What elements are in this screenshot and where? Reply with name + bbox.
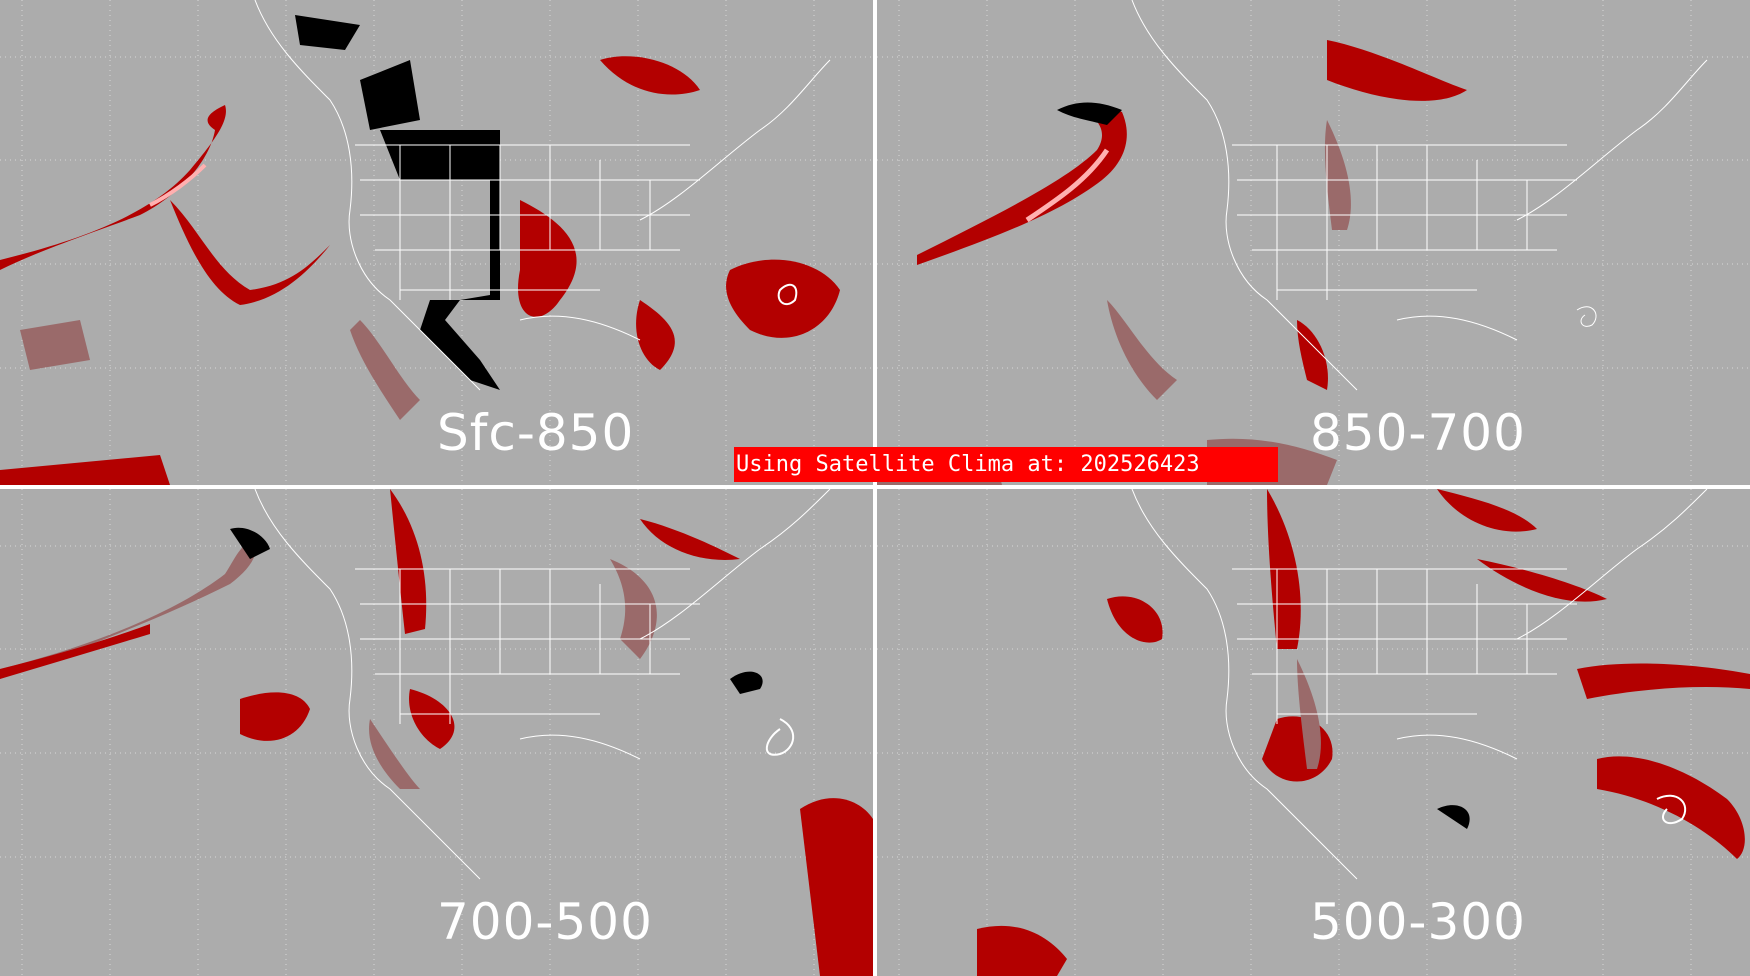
layer-label: 700-500 bbox=[437, 893, 653, 951]
satellite-clima-banner: Using Satellite Clima at: 202526423 bbox=[734, 447, 1278, 482]
lat-lon-grid bbox=[877, 489, 1750, 976]
coastlines-and-borders bbox=[1131, 489, 1708, 880]
coastlines-and-borders bbox=[1131, 0, 1708, 391]
coastlines-and-borders bbox=[254, 0, 831, 391]
panel-850-700: 850-700 bbox=[877, 0, 1750, 485]
moisture-field bbox=[0, 489, 873, 976]
layer-label: Sfc-850 bbox=[437, 404, 635, 462]
panel-700-500: 700-500 bbox=[0, 489, 873, 976]
panel-sfc-850: Sfc-850 bbox=[0, 0, 873, 485]
map-sfc-850 bbox=[0, 0, 873, 485]
layer-label: 500-300 bbox=[1310, 893, 1526, 951]
coastlines-and-borders bbox=[254, 489, 831, 880]
panel-500-300: 500-300 bbox=[877, 489, 1750, 976]
moisture-field bbox=[977, 489, 1750, 976]
layer-label: 850-700 bbox=[1310, 404, 1526, 462]
map-700-500 bbox=[0, 489, 873, 976]
map-500-300 bbox=[877, 489, 1750, 976]
moisture-field bbox=[0, 15, 840, 485]
